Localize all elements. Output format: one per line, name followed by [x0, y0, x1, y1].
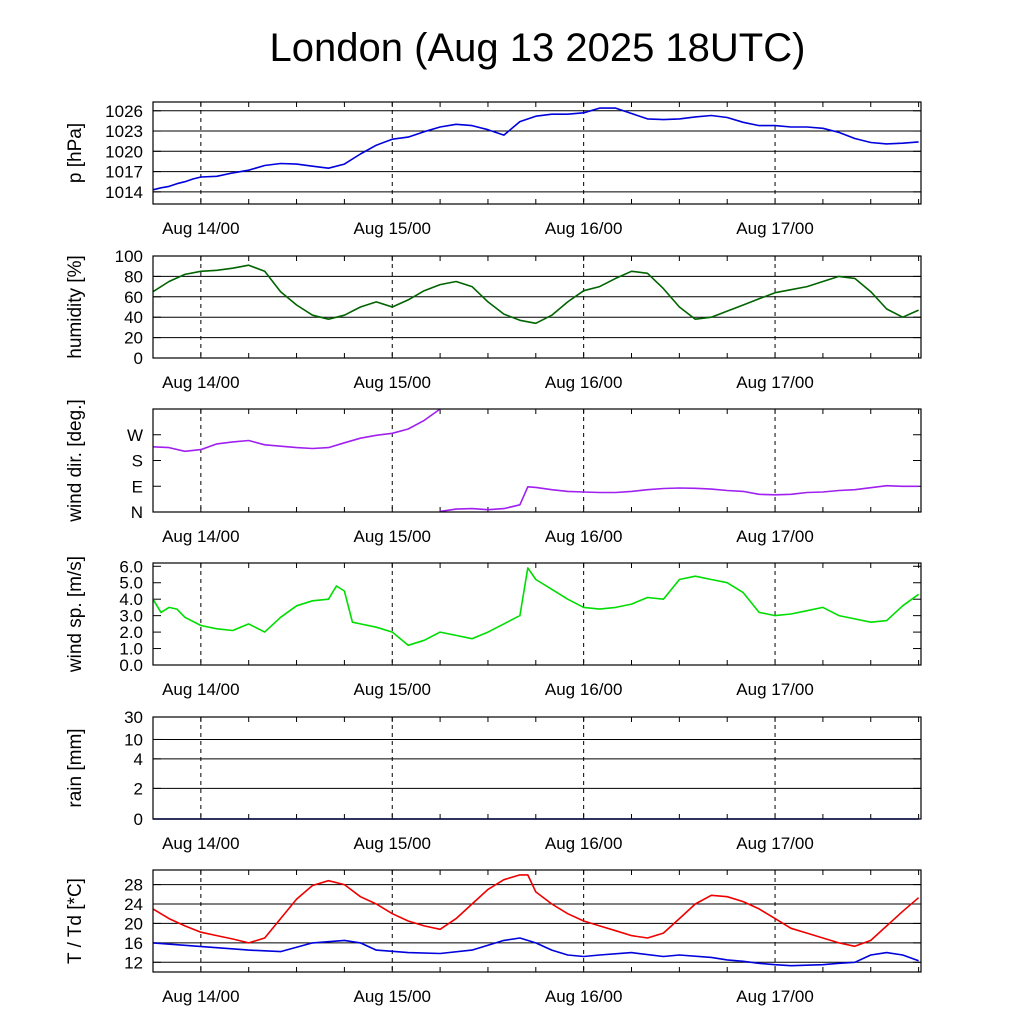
x-tick-label: Aug 17/00 [736, 834, 814, 853]
y-tick-label: 1017 [105, 163, 143, 182]
y-tick-label: S [132, 452, 143, 471]
chart-title: London (Aug 13 2025 18UTC) [269, 26, 806, 70]
y-tick-label: 16 [124, 934, 143, 953]
y-tick-label: 0 [134, 349, 143, 368]
x-tick-label: Aug 15/00 [353, 987, 431, 1006]
plot-frame [152, 716, 922, 820]
y-tick-label: 2 [134, 779, 143, 798]
y-tick-label: 20 [124, 914, 143, 933]
x-tick-label: Aug 16/00 [545, 219, 623, 238]
x-tick-label: Aug 16/00 [545, 987, 623, 1006]
plot-frame [152, 101, 922, 205]
x-tick-label: Aug 16/00 [545, 373, 623, 392]
x-tick-label: Aug 14/00 [162, 680, 240, 699]
y-tick-label: 100 [115, 247, 143, 266]
series-line-5-1 [152, 937, 919, 967]
y-axis-label: T / Td [*C] [65, 878, 86, 964]
y-tick-label: 5.0 [119, 574, 143, 593]
y-tick-label: 4 [134, 750, 143, 769]
y-tick-label: 0.0 [119, 656, 143, 675]
y-tick-label: 1026 [105, 102, 143, 121]
y-tick-label: E [132, 477, 143, 496]
series-line-0-0 [152, 107, 919, 191]
x-tick-label: Aug 16/00 [545, 680, 623, 699]
series-line-1-0 [152, 264, 919, 325]
plot-frame [152, 869, 922, 973]
x-tick-label: Aug 15/00 [353, 373, 431, 392]
series-line-3-0 [152, 567, 920, 647]
y-axis-label: rain [mm] [65, 728, 86, 807]
y-tick-label: 1.0 [119, 640, 143, 659]
x-tick-label: Aug 17/00 [736, 527, 814, 546]
x-tick-label: Aug 15/00 [353, 680, 431, 699]
series-line-2-1 [439, 484, 919, 513]
y-tick-label: 1014 [105, 183, 143, 202]
x-tick-label: Aug 17/00 [736, 987, 814, 1006]
x-tick-label: Aug 17/00 [736, 373, 814, 392]
x-tick-label: Aug 15/00 [353, 834, 431, 853]
x-tick-label: Aug 15/00 [353, 219, 431, 238]
x-tick-label: Aug 16/00 [545, 527, 623, 546]
y-tick-label: 12 [124, 953, 143, 972]
plot-frame [152, 408, 922, 513]
x-tick-label: Aug 17/00 [736, 680, 814, 699]
x-tick-label: Aug 14/00 [162, 527, 240, 546]
y-tick-label: 1023 [105, 122, 143, 141]
y-tick-label: W [127, 426, 143, 445]
series-line-5-0 [152, 874, 920, 948]
y-tick-label: 60 [124, 288, 143, 307]
y-axis-label: humidity [%] [65, 255, 86, 358]
y-axis-label: wind sp. [m/s] [65, 556, 86, 673]
y-tick-label: 80 [124, 267, 143, 286]
y-tick-label: 28 [124, 876, 143, 895]
x-tick-label: Aug 17/00 [736, 219, 814, 238]
x-tick-label: Aug 14/00 [162, 834, 240, 853]
y-tick-label: 30 [124, 708, 143, 727]
y-tick-label: 24 [124, 895, 143, 914]
y-tick-label: 40 [124, 308, 143, 327]
x-tick-label: Aug 14/00 [162, 987, 240, 1006]
series-line-2-0 [152, 408, 441, 453]
y-tick-label: 20 [124, 329, 143, 348]
y-tick-label: N [131, 503, 143, 522]
y-tick-label: 4.0 [119, 590, 143, 609]
x-tick-label: Aug 16/00 [545, 834, 623, 853]
y-axis-label: wind dir. [deg.] [65, 399, 86, 523]
x-tick-label: Aug 15/00 [353, 527, 431, 546]
x-tick-label: Aug 14/00 [162, 219, 240, 238]
y-axis-label: p [hPa] [65, 123, 86, 183]
plot-frame [152, 562, 922, 666]
y-tick-label: 0 [134, 810, 143, 829]
y-tick-label: 2.0 [119, 623, 143, 642]
plot-frame [152, 255, 922, 359]
x-tick-label: Aug 14/00 [162, 373, 240, 392]
y-tick-label: 3.0 [119, 607, 143, 626]
y-tick-label: 1020 [105, 142, 143, 161]
y-tick-label: 10 [124, 730, 143, 749]
y-tick-label: 6.0 [119, 557, 143, 576]
